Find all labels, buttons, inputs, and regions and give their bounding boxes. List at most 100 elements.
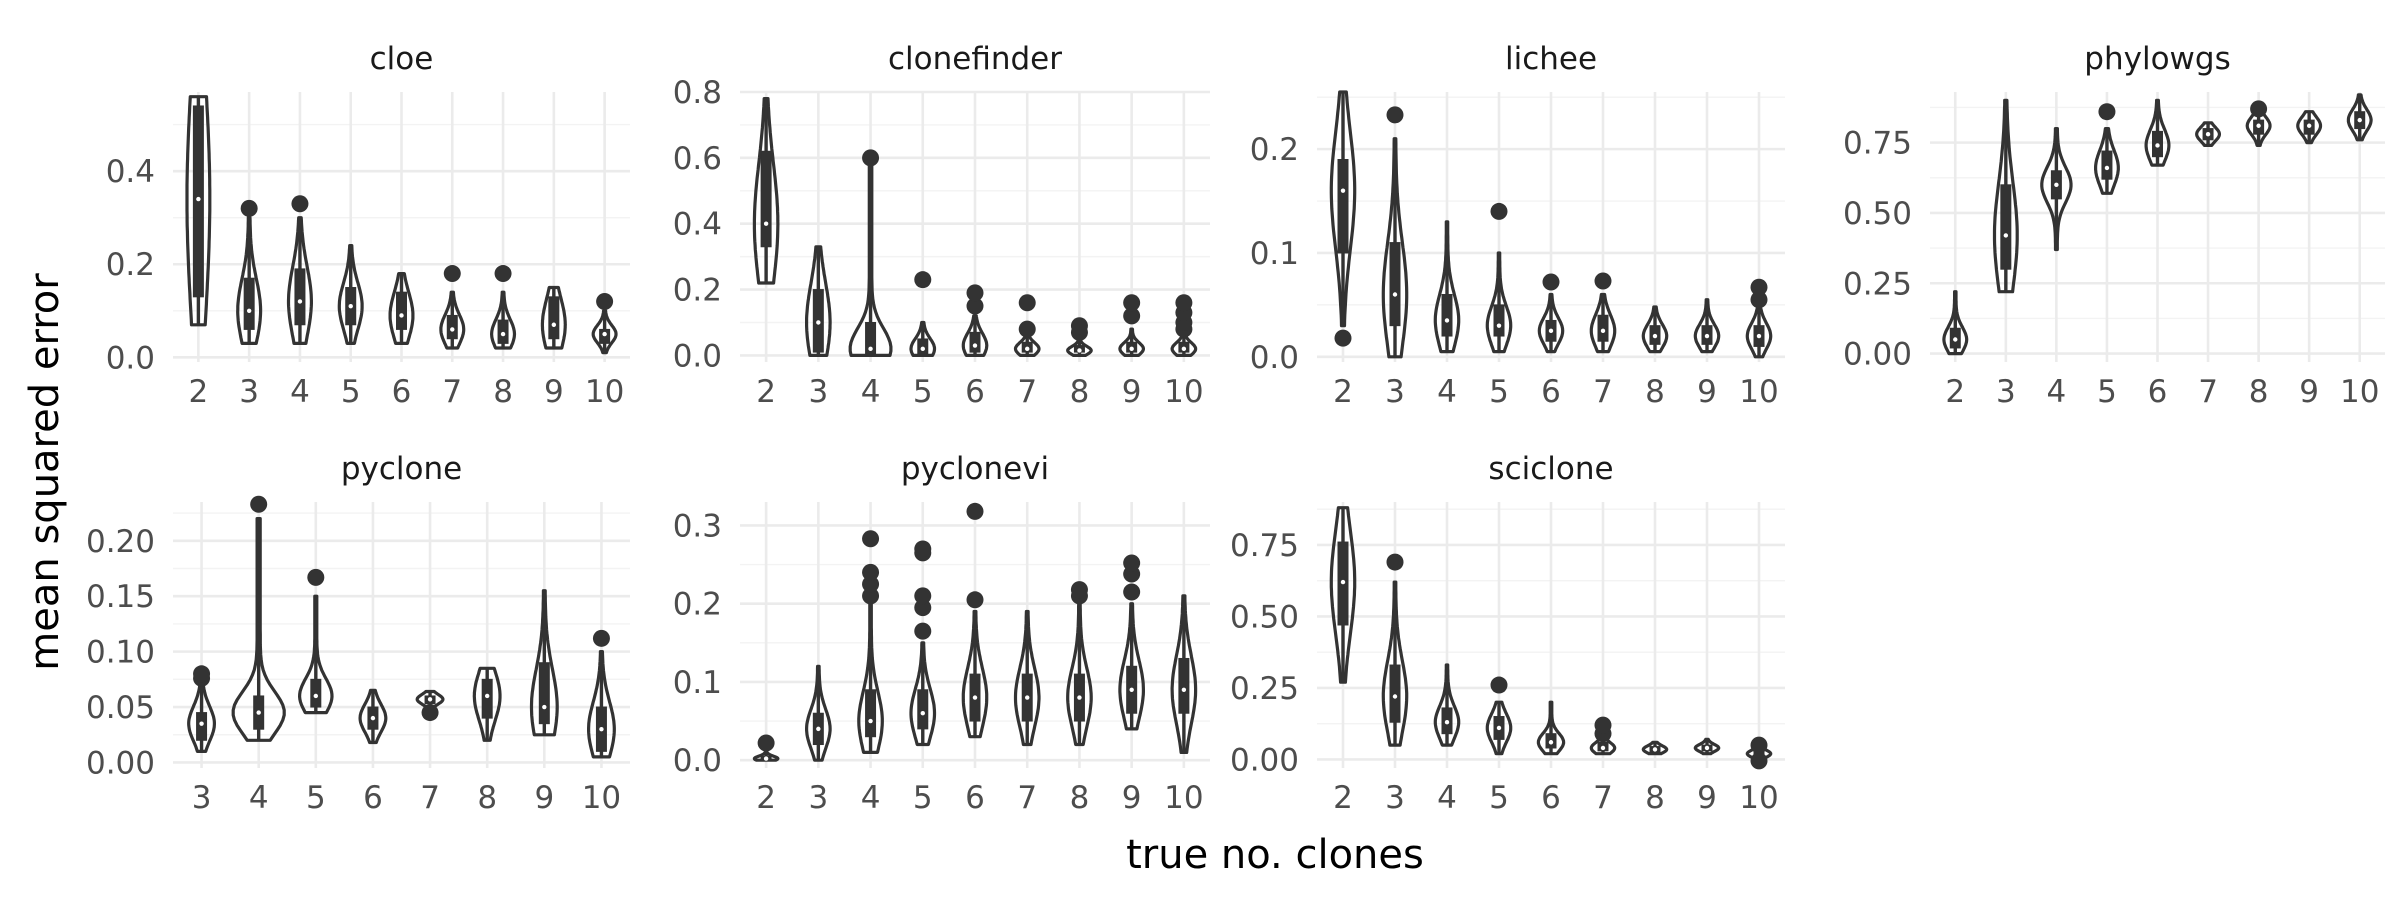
y-tick-label: 0.05 bbox=[86, 690, 155, 726]
violin-lichee-6 bbox=[1537, 273, 1565, 354]
y-tick-label: 0.75 bbox=[1230, 528, 1299, 564]
violin-pyclone-5 bbox=[298, 568, 334, 715]
x-tick-label: 6 bbox=[363, 780, 383, 816]
median-point bbox=[199, 721, 204, 726]
outlier-point bbox=[307, 568, 325, 586]
violin-sciclone-4 bbox=[1433, 663, 1461, 747]
x-tick-label: 3 bbox=[1385, 780, 1405, 816]
violin-pyclonevi-6 bbox=[961, 502, 989, 739]
x-tick-label: 7 bbox=[1593, 374, 1613, 410]
y-tick-label: 0.00 bbox=[86, 745, 155, 781]
violin-pyclonevi-7 bbox=[1013, 609, 1041, 747]
violin-sciclone-3 bbox=[1381, 553, 1409, 747]
panel-title: phylowgs bbox=[2084, 41, 2230, 77]
violin-cloe-2 bbox=[185, 95, 212, 327]
outlier-point bbox=[966, 502, 984, 520]
iqr-box bbox=[1493, 304, 1505, 337]
panel-pyclone: 0.00 0.05 0.10 0.15 0.20 3 4 5 6 7 8 9 10 pyclone bbox=[86, 451, 630, 816]
violin-lichee-9 bbox=[1693, 298, 1721, 354]
outlier-point bbox=[250, 495, 268, 513]
violin-pyclone-9 bbox=[529, 589, 559, 737]
x-tick-label: 9 bbox=[2299, 374, 2319, 410]
violin-lichee-2 bbox=[1329, 90, 1357, 347]
y-tick-label: 0.2 bbox=[106, 247, 155, 283]
violin-clonefinder-7 bbox=[1013, 294, 1041, 357]
violin-sciclone-10 bbox=[1745, 736, 1773, 770]
iqr-box bbox=[446, 314, 458, 340]
violin-outline bbox=[1641, 740, 1669, 756]
violin-clonefinder-9 bbox=[1118, 294, 1145, 357]
violin-lichee-10 bbox=[1745, 278, 1773, 359]
iqr-box bbox=[2000, 184, 2012, 270]
median-point bbox=[816, 726, 821, 732]
x-tick-label: 9 bbox=[534, 780, 554, 816]
violin-outline bbox=[231, 517, 286, 742]
y-tick-label: 0.25 bbox=[1843, 266, 1912, 302]
panel-sciclone: 0.00 0.25 0.50 0.75 2 3 4 5 6 7 8 9 10 sciclone bbox=[1230, 451, 1785, 816]
y-tick-label: 0.0 bbox=[673, 338, 722, 374]
violin-outline bbox=[587, 650, 616, 759]
median-point bbox=[2155, 143, 2160, 148]
violin-pyclone-3 bbox=[187, 665, 216, 753]
median-point bbox=[2357, 117, 2362, 123]
violin-pyclone-4 bbox=[231, 495, 286, 742]
x-tick-label: 8 bbox=[493, 374, 513, 410]
x-tick-label: 8 bbox=[2249, 374, 2269, 410]
x-tick-label: 4 bbox=[861, 374, 881, 410]
median-point bbox=[1652, 747, 1658, 752]
median-point bbox=[1704, 745, 1710, 751]
median-point bbox=[2205, 131, 2211, 137]
violin-outline bbox=[805, 245, 832, 357]
median-point bbox=[256, 710, 261, 715]
x-tick-label: 5 bbox=[913, 374, 933, 410]
median-point bbox=[1025, 695, 1030, 700]
y-tick-label: 0.10 bbox=[86, 635, 155, 671]
violin-outline bbox=[358, 688, 388, 745]
violin-sciclone-8 bbox=[1641, 740, 1669, 756]
x-tick-label: 9 bbox=[1697, 374, 1717, 410]
x-tick-label: 10 bbox=[1739, 374, 1778, 410]
iqr-box bbox=[396, 291, 407, 330]
violin-pyclone-6 bbox=[358, 688, 388, 745]
median-point bbox=[599, 727, 604, 732]
outlier-point bbox=[1386, 553, 1404, 571]
violin-sciclone-2 bbox=[1329, 506, 1357, 684]
violin-outline bbox=[961, 609, 989, 739]
x-tick-label: 5 bbox=[1489, 374, 1509, 410]
x-tick-label: 8 bbox=[1645, 374, 1665, 410]
x-tick-label: 6 bbox=[965, 780, 985, 816]
iqr-box bbox=[599, 328, 611, 344]
outlier-point bbox=[421, 704, 439, 722]
violin-sciclone-5 bbox=[1485, 676, 1513, 756]
x-tick-label: 3 bbox=[1996, 374, 2016, 410]
x-tick-label: 6 bbox=[2148, 374, 2168, 410]
outlier-point bbox=[966, 297, 984, 315]
median-point bbox=[972, 695, 978, 700]
median-point bbox=[1548, 328, 1554, 334]
violin-lichee-5 bbox=[1485, 202, 1513, 354]
y-tick-label: 0.8 bbox=[673, 75, 722, 111]
outlier-point bbox=[862, 575, 880, 593]
x-tick-label: 5 bbox=[2097, 374, 2117, 410]
violin-phylowgs-4 bbox=[2040, 127, 2073, 252]
iqr-box bbox=[760, 150, 772, 248]
violin-outline bbox=[1485, 700, 1513, 756]
median-point bbox=[196, 196, 201, 202]
outlier-point bbox=[443, 265, 461, 283]
outlier-point bbox=[1490, 202, 1508, 220]
panel-title: clonefinder bbox=[888, 41, 1062, 77]
violin-cloe-5 bbox=[337, 244, 364, 345]
violin-clonefinder-6 bbox=[961, 284, 989, 357]
median-point bbox=[1756, 333, 1762, 339]
x-tick-label: 6 bbox=[1541, 780, 1561, 816]
violin-cloe-7 bbox=[439, 265, 466, 350]
median-point bbox=[2256, 123, 2261, 128]
x-tick-label: 2 bbox=[756, 780, 776, 816]
y-axis-title: mean squared error bbox=[22, 273, 68, 671]
x-tick-label: 8 bbox=[1070, 374, 1090, 410]
outlier-point bbox=[914, 271, 932, 289]
outlier-point bbox=[1334, 329, 1352, 347]
y-tick-label: 0.2 bbox=[673, 273, 722, 309]
x-tick-label: 2 bbox=[189, 374, 209, 410]
